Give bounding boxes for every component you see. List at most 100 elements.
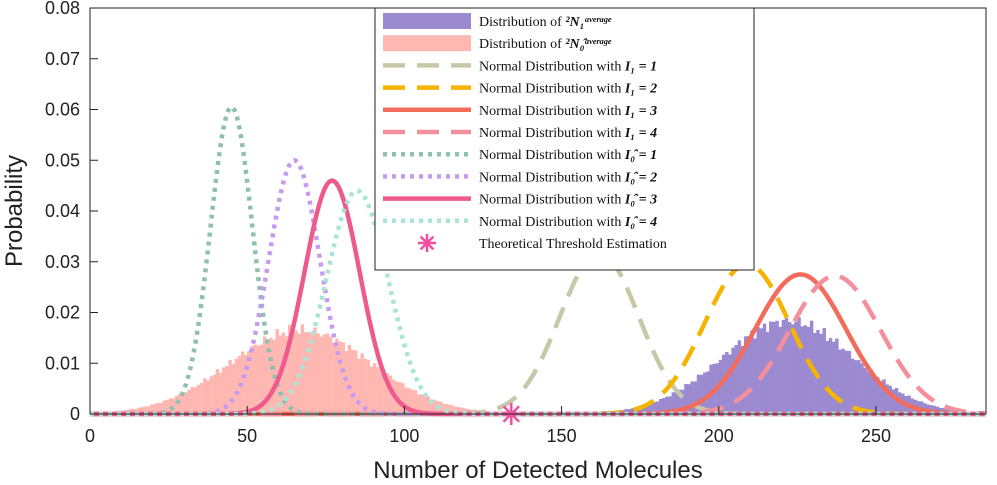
hist-bar <box>200 382 204 414</box>
hist-bar <box>659 398 663 414</box>
hist-bar <box>803 325 808 414</box>
hist-bar <box>363 358 367 414</box>
hist-bar <box>168 398 173 414</box>
hist-bar <box>165 399 169 414</box>
hist-bar <box>234 358 239 414</box>
hist-bar <box>162 400 166 414</box>
hist-bar <box>426 396 430 414</box>
legend-item-2: Distribution of ²N₀̂ᵃᵛᵉʳᵃᵍᵉ <box>383 35 611 52</box>
hist-bar <box>140 407 144 414</box>
hist-bar <box>284 336 289 414</box>
hist-bar <box>643 405 647 414</box>
y-axis-label: Probability <box>1 155 28 267</box>
hist-bar <box>152 404 157 414</box>
hist-bar <box>225 366 229 414</box>
x-tick-label: 0 <box>85 426 95 446</box>
y-tick-label: 0.01 <box>45 353 80 373</box>
legend-item-9: Normal Distribution with I₀̂ = 3 <box>383 193 657 208</box>
hist-bar <box>291 333 295 414</box>
y-tick-label: 0.06 <box>45 100 80 120</box>
hist-bar <box>134 408 138 414</box>
legend-item-10: Normal Distribution with I₀̂ = 4 <box>383 215 657 230</box>
hist-bar <box>882 379 886 414</box>
hist-bar <box>693 381 698 414</box>
hist-bar <box>382 374 386 414</box>
histogram-n0 <box>90 324 512 414</box>
tick-layer: 0 50 100 150 200 250 0 0.01 0.02 0.03 0.04 0.05 0.06… <box>45 0 891 446</box>
hist-bar <box>401 383 405 414</box>
legend-box <box>374 7 755 271</box>
hist-bar <box>875 377 880 414</box>
y-tick-label: 0.02 <box>45 303 80 323</box>
hist-bar <box>860 363 864 414</box>
hist-bar <box>244 354 248 414</box>
hist-bar <box>196 384 201 414</box>
hist-bar <box>240 351 245 414</box>
hist-bar <box>379 369 383 414</box>
legend-label: Normal Distribution with I₀̂ = 4 <box>479 215 657 230</box>
legend-item-11: Theoretical Threshold Estimation <box>418 234 667 252</box>
y-tick-label: 0 <box>70 404 80 424</box>
hist-bar <box>416 394 421 414</box>
hist-bar <box>853 360 858 414</box>
hist-bar <box>674 391 679 414</box>
hist-bar <box>872 374 877 414</box>
hist-bar <box>253 344 257 414</box>
hist-bar <box>885 384 889 414</box>
hist-bar <box>212 375 217 414</box>
hist-bar <box>222 367 226 414</box>
hist-bar <box>728 354 732 414</box>
hist-bar <box>322 334 327 414</box>
hist-bar <box>759 328 764 414</box>
hist-bar <box>203 378 207 414</box>
hist-bar <box>335 338 339 414</box>
legend-label: Normal Distribution with I₁ = 1 <box>479 59 657 74</box>
hist-bar <box>423 396 427 414</box>
hist-bar <box>366 359 371 414</box>
hist-bar <box>256 345 261 414</box>
hist-bar <box>429 399 433 414</box>
hist-bar <box>328 336 333 414</box>
hist-bar <box>275 329 279 414</box>
hist-bar <box>376 367 380 414</box>
y-tick-label: 0.04 <box>45 201 80 221</box>
hist-bar <box>703 372 707 414</box>
hist-bar <box>624 409 628 414</box>
hist-bar <box>879 381 883 414</box>
hist-bar <box>646 404 650 414</box>
hist-bar <box>835 338 839 414</box>
hist-bar <box>743 336 748 414</box>
hist-bar <box>269 337 273 414</box>
hist-bar <box>838 349 842 414</box>
hist-bar <box>457 407 462 414</box>
hist-bar <box>294 330 298 414</box>
legend-swatch <box>418 234 436 252</box>
hist-bar <box>250 346 254 414</box>
legend-item-3: Normal Distribution with I₁ = 1 <box>383 59 657 74</box>
hist-bar <box>410 389 415 414</box>
legend-item-5: Normal Distribution with I₁ = 3 <box>383 104 657 119</box>
legend-item-1: Distribution of ²N₁ᵃᵛᵉʳᵃᵍᵉ <box>383 13 611 30</box>
hist-bar <box>787 321 792 414</box>
hist-bar <box>262 336 267 414</box>
hist-bar <box>706 371 710 414</box>
hist-bar <box>319 336 323 414</box>
hist-bar <box>747 336 751 414</box>
legend-item-6: Normal Distribution with I₁ = 4 <box>383 126 657 141</box>
hist-bar <box>681 389 685 414</box>
hist-bar <box>863 367 867 414</box>
hist-bar <box>734 345 738 414</box>
hist-bar <box>750 330 754 414</box>
hist-bar <box>303 332 308 414</box>
hist-bar <box>454 406 459 414</box>
hist-bar <box>806 326 811 414</box>
x-axis-label: Number of Detected Molecules <box>373 457 702 484</box>
hist-bar <box>825 340 830 414</box>
hist-bar <box>769 321 773 414</box>
hist-bar <box>288 324 292 414</box>
hist-bar <box>671 392 676 414</box>
legend-swatch <box>383 13 471 29</box>
hist-bar <box>737 340 742 414</box>
hist-bar <box>866 371 870 414</box>
